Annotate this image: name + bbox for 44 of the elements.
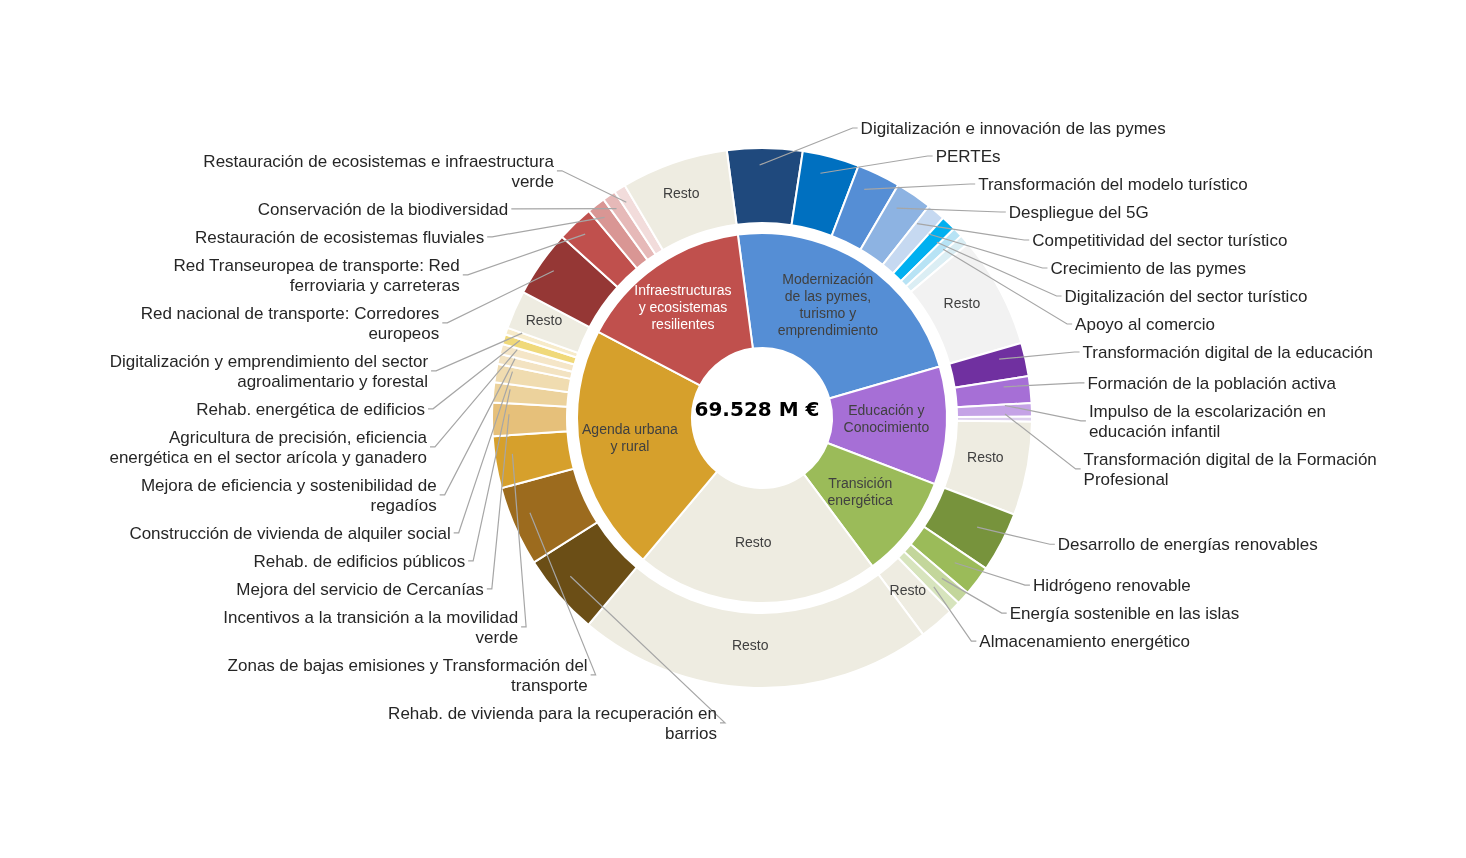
slice-label: Red Transeuropea de transporte: Red ferroviaria y carreteras xyxy=(173,255,460,295)
slice-label: Resto xyxy=(731,637,769,654)
slice-label: Resto xyxy=(734,534,772,551)
slice-label: Energía sostenible en las islas xyxy=(1009,604,1240,624)
slice-label: Incentivos a la transición a la movilidad verde xyxy=(223,607,519,647)
slice-label: Desarrollo de energías renovables xyxy=(1057,535,1318,555)
slice-label: Transformación del modelo turístico xyxy=(978,175,1248,195)
slice-label: Resto xyxy=(525,311,563,328)
slice-label: Transformación digital de la Formación Profesional xyxy=(1083,449,1377,489)
slice-label: Apoyo al comercio xyxy=(1075,315,1215,335)
slice-label: Mejora de eficiencia y sostenibilidad de regadíos xyxy=(140,475,437,515)
slice-label: Formación de la población activa xyxy=(1087,373,1337,393)
slice-label: Agricultura de precisión, eficiencia energética en el sector arícola y ganadero xyxy=(109,427,428,467)
slice-label: Agenda urbana y rural xyxy=(582,421,678,455)
slice-label: Restauración de ecosistemas fluviales xyxy=(195,227,485,247)
slice-label: Infraestructuras y ecosistemas resilientes xyxy=(634,281,732,332)
slice-label: Digitalización y emprendimiento del sector agroalimentario y forestal xyxy=(109,351,429,391)
slice-label: Educación y Conocimiento xyxy=(843,401,930,435)
slice-label: Competitividad del sector turístico xyxy=(1032,231,1288,251)
slice-label: Modernización de las pymes, turismo y emprendimiento xyxy=(777,271,879,339)
slice-label: Digitalización e innovación de las pymes xyxy=(860,119,1166,139)
slice-label: PERTEs xyxy=(935,147,1001,167)
slice-label: Almacenamiento energético xyxy=(979,632,1191,652)
slice-label: Zonas de bajas emisiones y Transformación del transporte xyxy=(227,655,588,695)
slice-label: Hidrógeno renovable xyxy=(1032,576,1191,596)
slice-label: Despliegue del 5G xyxy=(1008,203,1149,223)
slice-label: Transición energética xyxy=(827,474,894,508)
slice-label: Resto xyxy=(967,448,1004,465)
slice-label: Crecimiento de las pymes xyxy=(1050,259,1247,279)
slice-label: Rehab. energética de edificios xyxy=(196,399,426,419)
slice-label: Resto xyxy=(662,185,700,202)
slice-label: Resto xyxy=(889,581,927,598)
slice-label: Construcción de vivienda de alquiler social xyxy=(129,523,451,543)
slice-label: Resto xyxy=(943,295,981,312)
slice-label: Rehab. de vivienda para la recuperación en barrios xyxy=(388,703,717,743)
text: 69.528 M € xyxy=(693,397,821,421)
slice-label: Digitalización del sector turístico xyxy=(1064,287,1308,307)
slice-label: Transformación digital de la educación xyxy=(1082,343,1373,363)
slice-label: Impulso de la escolarización en educación infantil xyxy=(1088,401,1327,441)
slice-label: Red nacional de transporte: Corredores europeos xyxy=(140,303,440,343)
slice-label: Restauración de ecosistemas e infraestructura verde xyxy=(203,151,555,191)
slice-label: Conservación de la biodiversidad xyxy=(257,199,509,219)
slice-label: Rehab. de edificios públicos xyxy=(253,551,466,571)
slice-label: Mejora del servicio de Cercanías xyxy=(236,579,484,599)
